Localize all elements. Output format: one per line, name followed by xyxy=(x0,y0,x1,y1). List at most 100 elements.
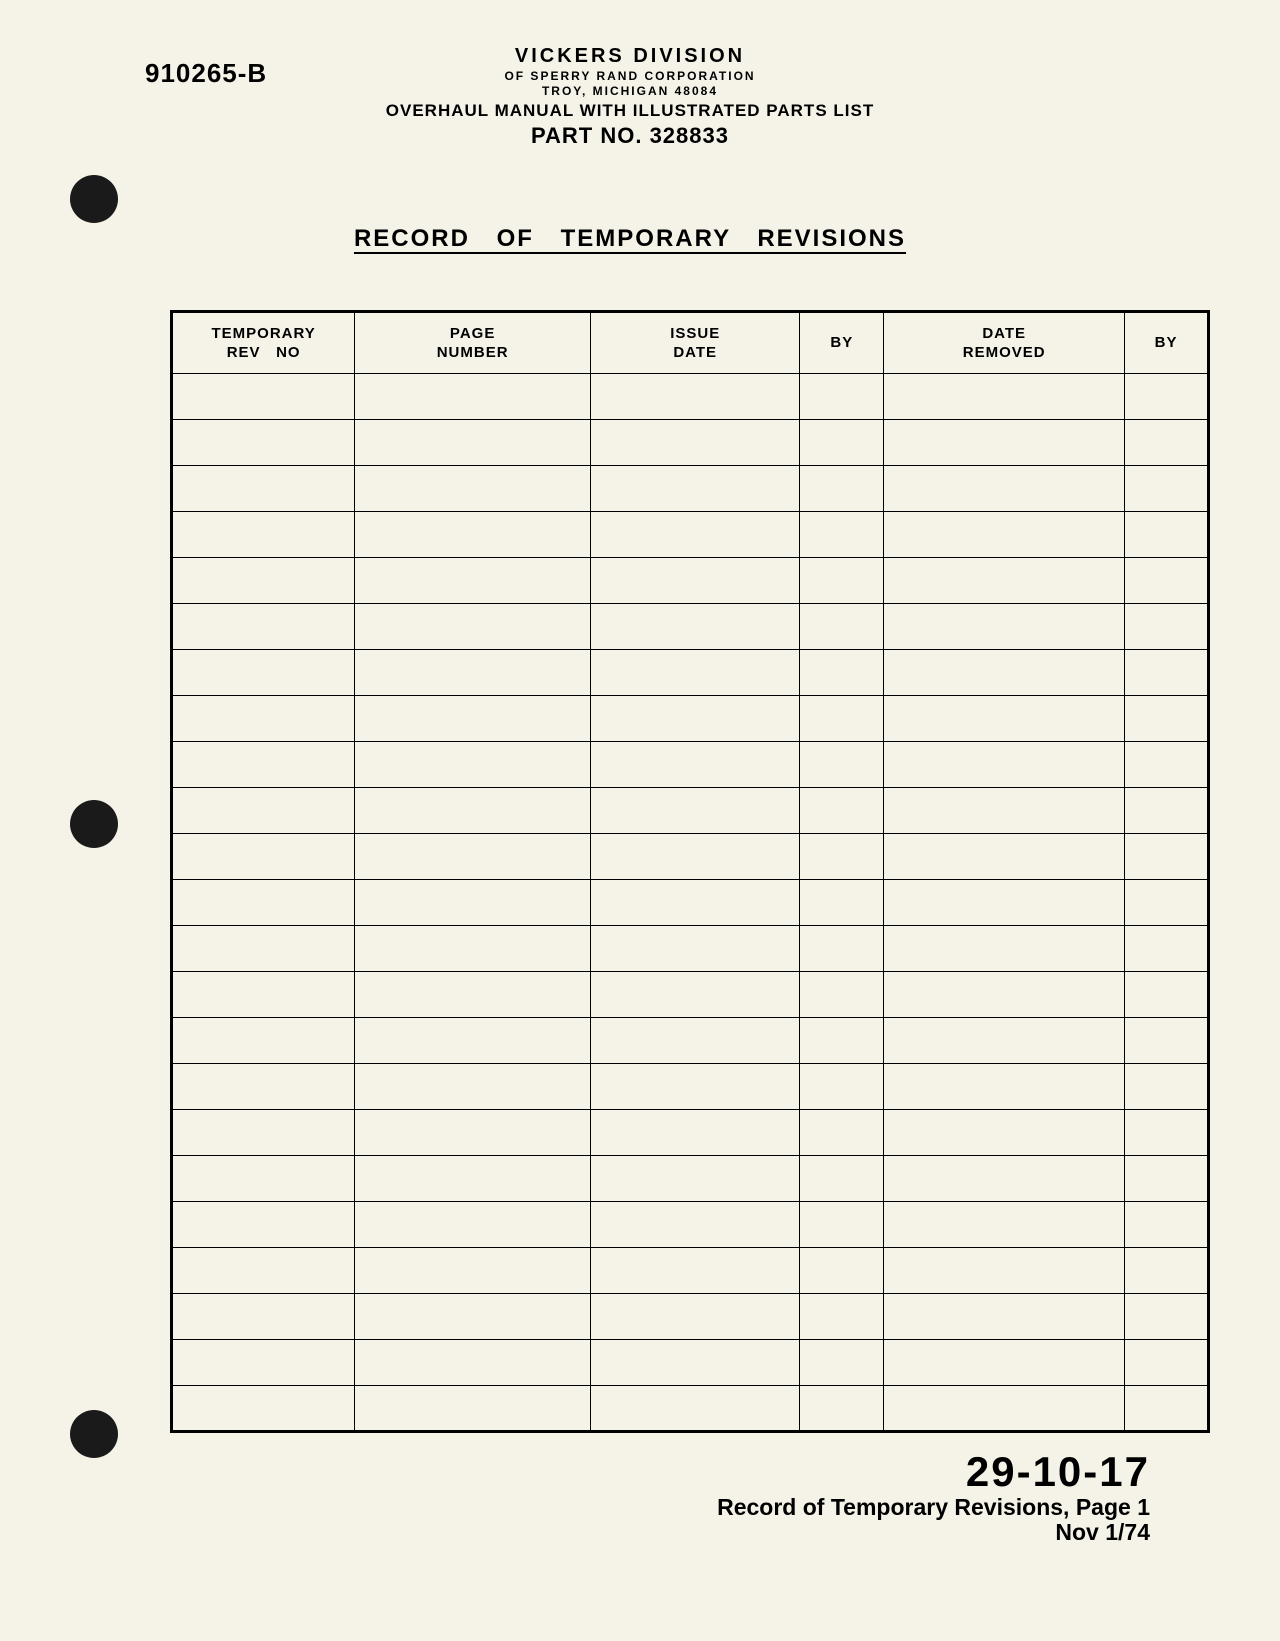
table-cell xyxy=(800,1110,884,1156)
table-row xyxy=(172,1064,1209,1110)
table-cell xyxy=(590,1064,799,1110)
table-row xyxy=(172,1340,1209,1386)
punch-hole-icon xyxy=(70,1410,118,1458)
table-cell xyxy=(590,374,799,420)
footer-description: Record of Temporary Revisions, Page 1 xyxy=(717,1494,1150,1521)
table-cell xyxy=(590,1386,799,1432)
table-cell xyxy=(1125,972,1209,1018)
table-cell xyxy=(172,788,355,834)
table-cell xyxy=(172,742,355,788)
table-cell xyxy=(172,558,355,604)
table-cell xyxy=(355,374,591,420)
table-cell xyxy=(884,1018,1125,1064)
table-cell xyxy=(172,650,355,696)
table-cell xyxy=(800,1340,884,1386)
table-cell xyxy=(590,466,799,512)
footer-block: 29-10-17 Record of Temporary Revisions, … xyxy=(717,1448,1150,1546)
col-header-by: BY xyxy=(800,312,884,374)
table-header-row: TEMPORARYREV NO PAGENUMBER ISSUEDATE BY … xyxy=(172,312,1209,374)
table-cell xyxy=(172,834,355,880)
table-cell xyxy=(884,604,1125,650)
table-cell xyxy=(1125,374,1209,420)
table-cell xyxy=(884,1110,1125,1156)
table-cell xyxy=(355,1064,591,1110)
document-number: 910265-B xyxy=(145,58,267,89)
table-cell xyxy=(590,512,799,558)
table-cell xyxy=(590,420,799,466)
table-cell xyxy=(800,788,884,834)
table-cell xyxy=(172,880,355,926)
table-cell xyxy=(172,696,355,742)
table-cell xyxy=(1125,1064,1209,1110)
table-cell xyxy=(800,972,884,1018)
header-address: TROY, MICHIGAN 48084 xyxy=(355,84,905,98)
table-row xyxy=(172,972,1209,1018)
table-cell xyxy=(1125,650,1209,696)
header-corporation: OF SPERRY RAND CORPORATION xyxy=(355,69,905,83)
table-cell xyxy=(884,880,1125,926)
table-cell xyxy=(355,1248,591,1294)
table-cell xyxy=(884,742,1125,788)
table-cell xyxy=(590,834,799,880)
table-cell xyxy=(355,1018,591,1064)
table-cell xyxy=(800,1248,884,1294)
table-cell xyxy=(884,1202,1125,1248)
table-cell xyxy=(355,1202,591,1248)
col-header-by2: BY xyxy=(1125,312,1209,374)
table-cell xyxy=(800,1202,884,1248)
col-header-date-removed: DATEREMOVED xyxy=(884,312,1125,374)
table-cell xyxy=(172,1294,355,1340)
table-cell xyxy=(800,1064,884,1110)
table-cell xyxy=(1125,926,1209,972)
table-cell xyxy=(172,1340,355,1386)
table-cell xyxy=(355,1156,591,1202)
table-cell xyxy=(1125,1248,1209,1294)
table-cell xyxy=(800,696,884,742)
table-row xyxy=(172,604,1209,650)
table-row xyxy=(172,1248,1209,1294)
table-cell xyxy=(590,604,799,650)
table-cell xyxy=(884,788,1125,834)
table-cell xyxy=(884,558,1125,604)
table-cell xyxy=(884,1156,1125,1202)
table-cell xyxy=(590,1202,799,1248)
table-cell xyxy=(355,880,591,926)
header-division: VICKERS DIVISION xyxy=(355,45,905,68)
table-cell xyxy=(884,972,1125,1018)
table-cell xyxy=(172,1386,355,1432)
table-cell xyxy=(355,420,591,466)
table-cell xyxy=(800,1156,884,1202)
table-cell xyxy=(800,1386,884,1432)
table-cell xyxy=(172,1018,355,1064)
table-cell xyxy=(800,512,884,558)
col-header-issue-date: ISSUEDATE xyxy=(590,312,799,374)
table-row xyxy=(172,558,1209,604)
table-cell xyxy=(1125,788,1209,834)
table-cell xyxy=(1125,742,1209,788)
table-row xyxy=(172,926,1209,972)
table-cell xyxy=(1125,1294,1209,1340)
table-cell xyxy=(800,742,884,788)
table-cell xyxy=(884,1064,1125,1110)
table-cell xyxy=(355,1340,591,1386)
table-row xyxy=(172,374,1209,420)
table-cell xyxy=(800,1018,884,1064)
table-row xyxy=(172,1110,1209,1156)
table-cell xyxy=(884,1248,1125,1294)
table-cell xyxy=(1125,1018,1209,1064)
table-cell xyxy=(1125,466,1209,512)
table-cell xyxy=(355,650,591,696)
table-cell xyxy=(172,1110,355,1156)
table-cell xyxy=(590,558,799,604)
table-row xyxy=(172,1156,1209,1202)
header-part-number: PART NO. 328833 xyxy=(355,123,905,149)
table-cell xyxy=(1125,512,1209,558)
table-cell xyxy=(355,604,591,650)
table-cell xyxy=(1125,604,1209,650)
table-row xyxy=(172,788,1209,834)
table-cell xyxy=(172,1248,355,1294)
table-cell xyxy=(172,972,355,1018)
table-cell xyxy=(1125,880,1209,926)
table-cell xyxy=(355,1294,591,1340)
table-row xyxy=(172,834,1209,880)
